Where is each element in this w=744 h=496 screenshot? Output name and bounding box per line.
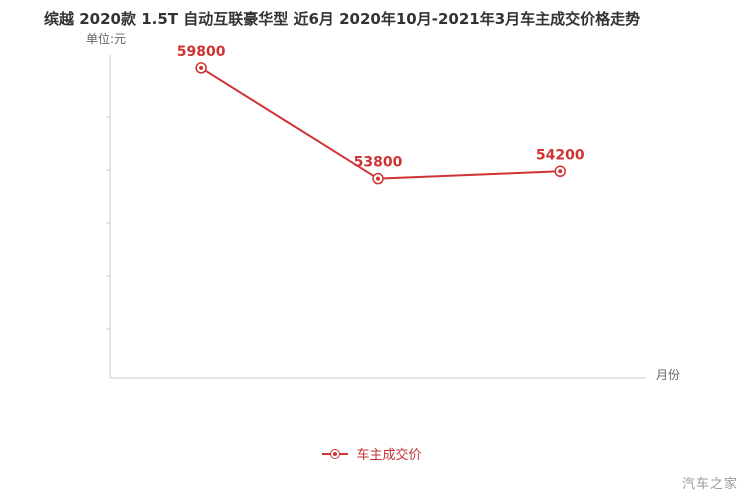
series-group: 59800 53800 54200 <box>177 44 585 185</box>
data-point-dot <box>376 176 380 181</box>
chart-title: 缤越 2020款 1.5T 自动互联豪华型 近6月 2020年10月-2021年… <box>44 10 641 28</box>
y-axis-ticks <box>106 116 110 330</box>
y-axis-unit-label: 单位:元 <box>86 32 127 46</box>
legend-label: 车主成交价 <box>356 448 422 463</box>
data-point-label: 54200 <box>536 147 585 163</box>
data-point-dot <box>558 169 563 174</box>
legend-line-marker-icon <box>322 448 349 459</box>
watermark-autohome: 汽车之家 <box>681 477 738 492</box>
data-point-dot <box>199 65 204 70</box>
data-point-label: 53800 <box>354 155 403 171</box>
data-point-label: 59800 <box>177 44 226 60</box>
legend[interactable]: 车主成交价 <box>0 444 744 463</box>
x-axis-label: 月份 <box>656 368 681 382</box>
